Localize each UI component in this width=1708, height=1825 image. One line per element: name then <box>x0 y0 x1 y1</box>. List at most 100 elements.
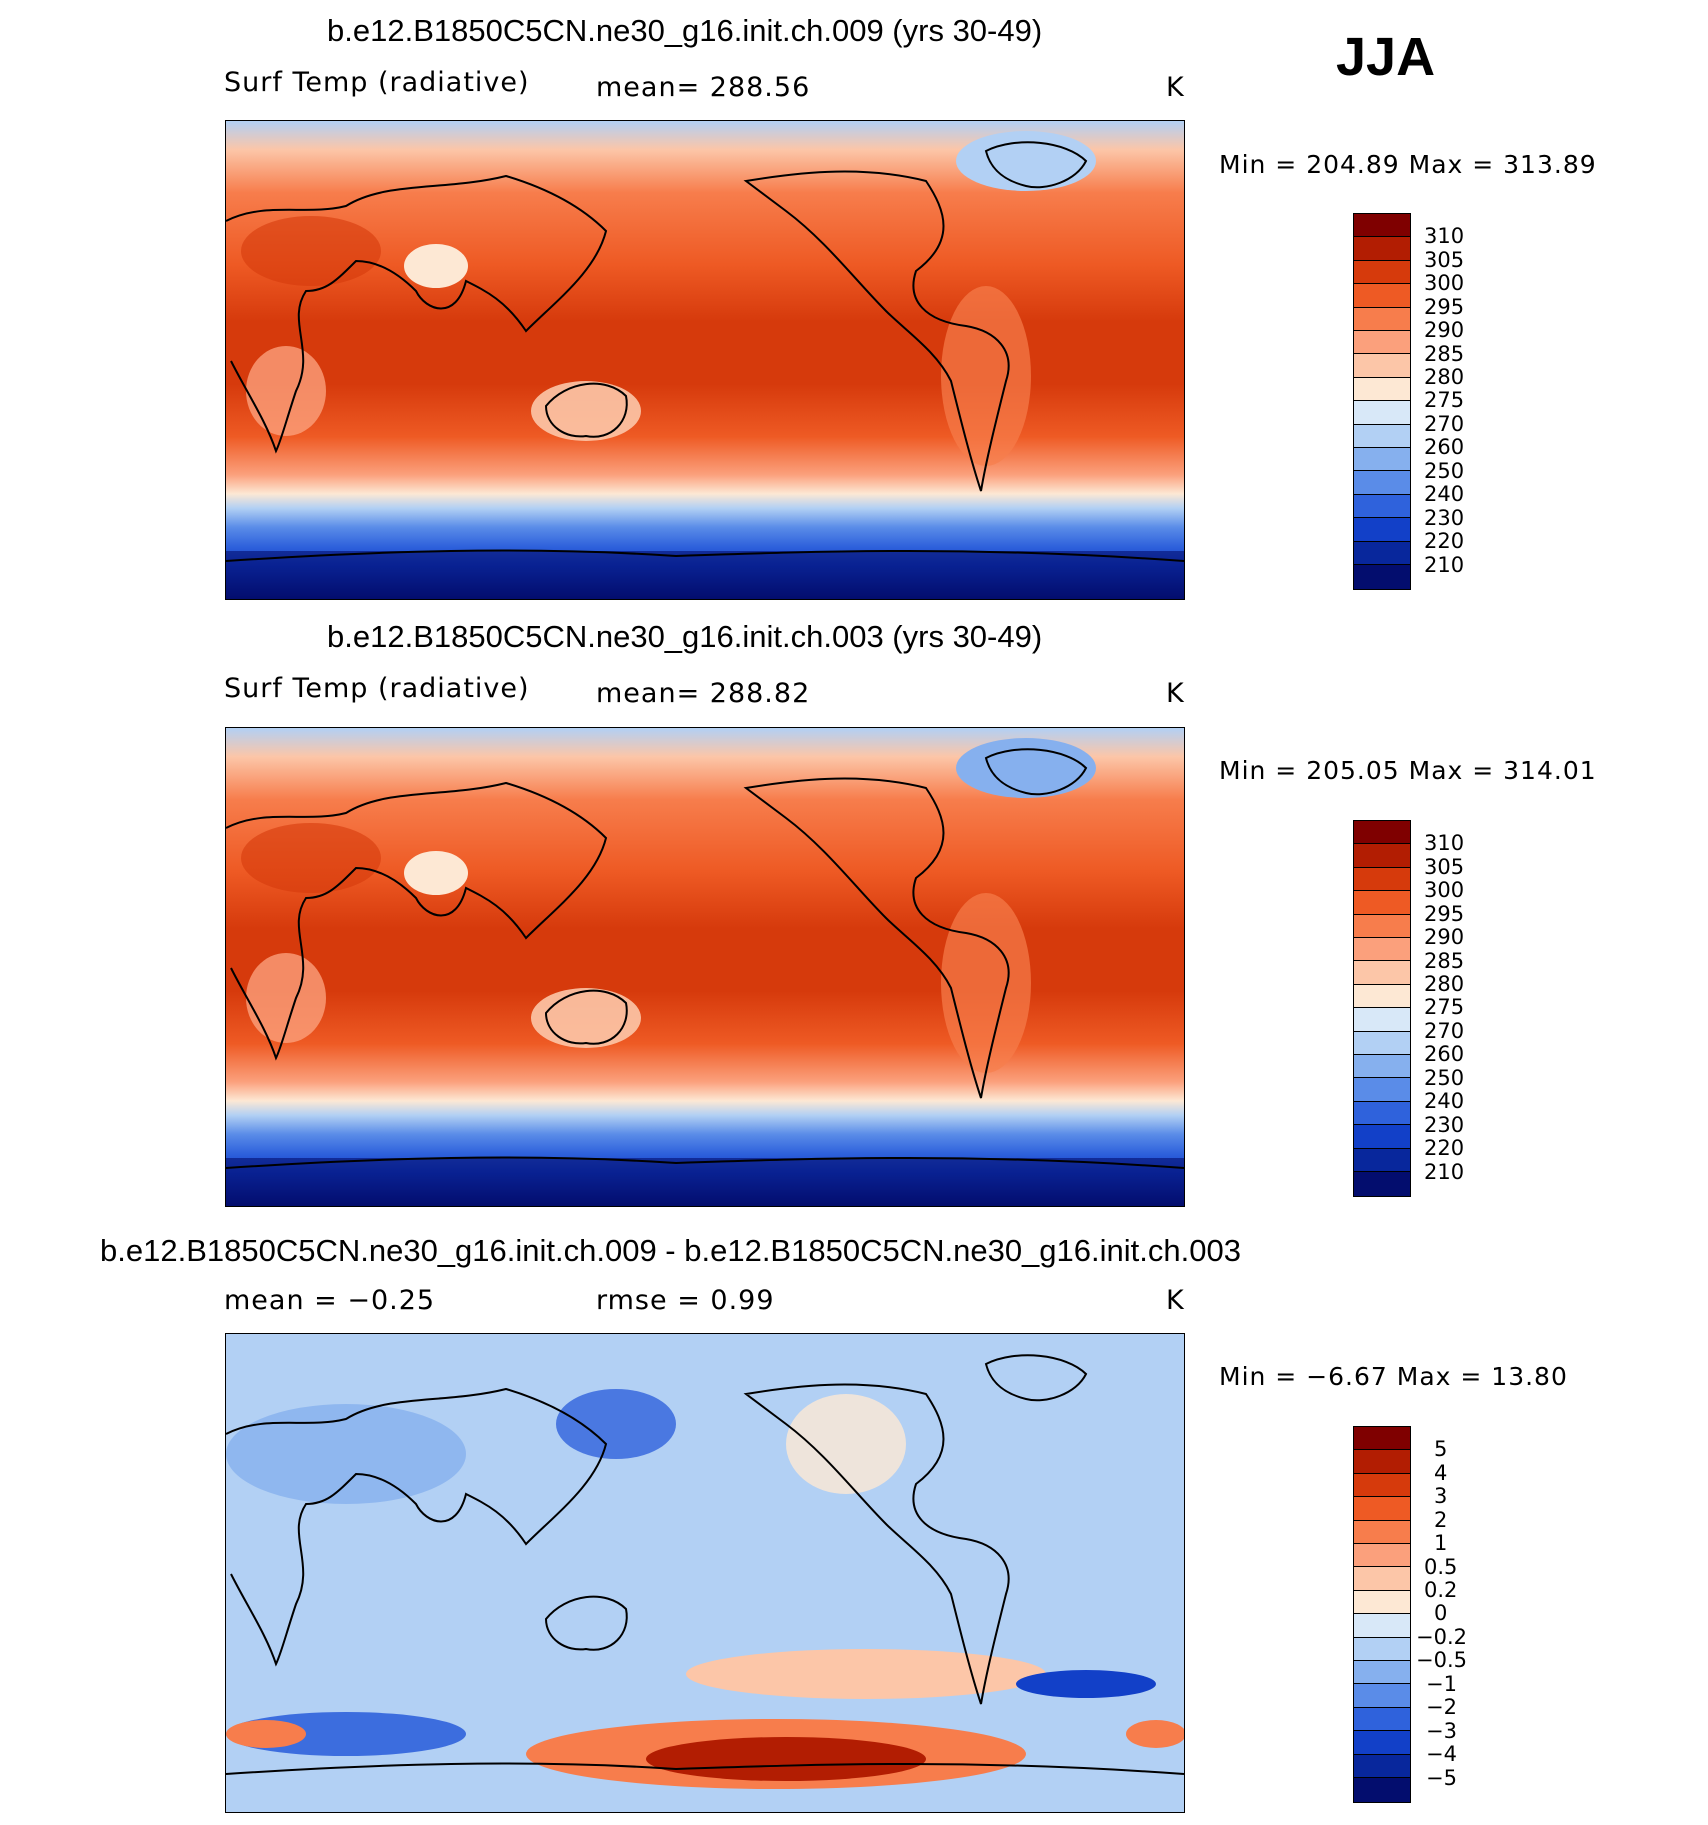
panel2-colorbar-box <box>1354 938 1410 962</box>
panel3-colorbar-label: 0 <box>1434 1601 1448 1625</box>
panel2-colorbar-box <box>1354 891 1410 915</box>
panel3-minmax: Min = −6.67 Max = 13.80 <box>1219 1362 1568 1391</box>
panel2-variable-label: Surf Temp (radiative) <box>224 673 530 704</box>
south-atlantic-negative <box>1016 1670 1156 1698</box>
panel2-colorbar-box <box>1354 1055 1410 1079</box>
panel3-colorbar-label: 1 <box>1434 1531 1448 1555</box>
panel3-colorbar-box <box>1354 1497 1410 1521</box>
panel3-mean-label: mean = −0.25 <box>224 1285 436 1316</box>
panel1-colorbar-box <box>1354 331 1410 355</box>
eurasia-negative <box>226 1404 466 1504</box>
panel3-colorbar-box <box>1354 1707 1410 1732</box>
panel3-colorbar-label: 3 <box>1434 1484 1448 1508</box>
panel1-colorbar-box <box>1354 518 1410 542</box>
panel2-colorbar-box <box>1354 844 1410 868</box>
panel2-title: b.e12.B1850C5CN.ne30_g16.init.ch.003 (yr… <box>327 619 1043 654</box>
panel2-colorbar-label: 220 <box>1424 1136 1465 1160</box>
panel1-colorbar-label: 240 <box>1424 482 1465 506</box>
panel2-colorbar-box <box>1354 1101 1410 1126</box>
coastlines <box>226 748 1184 1169</box>
panel2-colorbar-box <box>1354 1125 1410 1149</box>
panel1-minmax: Min = 204.89 Max = 313.89 <box>1219 150 1597 179</box>
panel2-map-svg <box>226 728 1184 1206</box>
panel3-units: K <box>1166 1285 1185 1316</box>
greenland-cold <box>956 738 1096 798</box>
panel3-colorbar-box <box>1354 1520 1410 1544</box>
antarctica-cold <box>226 1158 1184 1206</box>
panel1-colorbar-box <box>1354 377 1410 402</box>
panel3-colorbar-box <box>1354 1754 1410 1778</box>
panel3-map-svg <box>226 1334 1184 1812</box>
panel3-rmse-label: rmse = 0.99 <box>596 1285 775 1316</box>
panel1-colorbar-box <box>1354 494 1410 519</box>
panel3-colorbar-box <box>1354 1544 1410 1568</box>
panel3-colorbar-box <box>1354 1590 1410 1615</box>
east-warm-patch <box>1126 1720 1184 1748</box>
panel2-colorbar-box <box>1354 1148 1410 1172</box>
panel3-colorbar-label: 5 <box>1434 1437 1448 1461</box>
antarctica-cold <box>226 551 1184 599</box>
middle-east-hot <box>241 216 381 286</box>
panel3-colorbar-box <box>1354 1567 1410 1591</box>
panel3-colorbar-label: −0.5 <box>1416 1648 1467 1672</box>
panel2-colorbar-box <box>1354 1031 1410 1055</box>
southern-ocean-max <box>646 1737 926 1781</box>
panel1-colorbar-label: 270 <box>1424 412 1465 436</box>
panel2-colorbar-label: 260 <box>1424 1042 1465 1066</box>
tibet-plateau-cold <box>404 851 468 895</box>
coastlines <box>226 141 1184 562</box>
panel2-colorbar-label: 305 <box>1424 855 1465 879</box>
panel3-colorbar-label: −2 <box>1426 1695 1457 1719</box>
panel1-colorbar-box <box>1354 354 1410 378</box>
panel1-colorbar-box <box>1354 237 1410 261</box>
panel2-colorbar-label: 300 <box>1424 878 1465 902</box>
panel1-variable-label: Surf Temp (radiative) <box>224 67 530 98</box>
panel2-map <box>225 727 1185 1207</box>
panel1-colorbar-box <box>1354 284 1410 308</box>
south-pacific-warm-band <box>686 1649 1046 1699</box>
panel1-map-svg <box>226 121 1184 599</box>
panel1-colorbar-label: 305 <box>1424 248 1465 272</box>
panel2-colorbar-box <box>1354 867 1410 892</box>
panel1-colorbar-box <box>1354 401 1410 425</box>
panel2-colorbar-box <box>1354 821 1410 845</box>
panel1-colorbar-label: 295 <box>1424 295 1465 319</box>
coastlines <box>226 1354 1184 1775</box>
panel2-mean-label: mean= 288.82 <box>596 678 811 709</box>
panel2-colorbar-label: 290 <box>1424 925 1465 949</box>
nw-pacific-negative <box>556 1389 676 1459</box>
panel2-colorbar-box <box>1354 961 1410 985</box>
australia <box>531 988 641 1048</box>
panel1-colorbar-label: 230 <box>1424 506 1465 530</box>
panel2-colorbar-box <box>1354 1008 1410 1032</box>
panel3-colorbar-box <box>1354 1427 1410 1451</box>
north-america-neutral <box>786 1394 906 1494</box>
panel3-colorbar-box <box>1354 1731 1410 1755</box>
panel3-colorbar-label: −1 <box>1426 1672 1457 1696</box>
panel2-colorbar-box <box>1354 1172 1410 1196</box>
panel1-colorbar-box <box>1354 214 1410 238</box>
panel2-colorbar-label: 295 <box>1424 902 1465 926</box>
panel2-minmax: Min = 205.05 Max = 314.01 <box>1219 756 1597 785</box>
panel2-colorbar-box <box>1354 1078 1410 1102</box>
panel1-map <box>225 120 1185 600</box>
tibet-plateau-cold <box>404 244 468 288</box>
panel1-colorbar <box>1353 213 1411 590</box>
panel1-colorbar-label: 220 <box>1424 529 1465 553</box>
panel3-colorbar-box <box>1354 1450 1410 1474</box>
west-warm-patch <box>226 1720 306 1748</box>
panel1-mean-label: mean= 288.56 <box>596 72 811 103</box>
panel2-units: K <box>1166 678 1185 709</box>
panel3-map <box>225 1333 1185 1813</box>
australia <box>531 381 641 441</box>
panel3-colorbar-box <box>1354 1473 1410 1498</box>
panel2-colorbar-label: 230 <box>1424 1113 1465 1137</box>
panel1-colorbar-label: 300 <box>1424 271 1465 295</box>
greenland-cold <box>956 131 1096 191</box>
panel2-colorbar-box <box>1354 914 1410 938</box>
panel2-colorbar-label: 240 <box>1424 1089 1465 1113</box>
panel2-colorbar-box <box>1354 984 1410 1009</box>
panel1-colorbar-label: 280 <box>1424 365 1465 389</box>
panel3-colorbar <box>1353 1426 1411 1803</box>
panel3-colorbar-label: 2 <box>1434 1508 1448 1532</box>
